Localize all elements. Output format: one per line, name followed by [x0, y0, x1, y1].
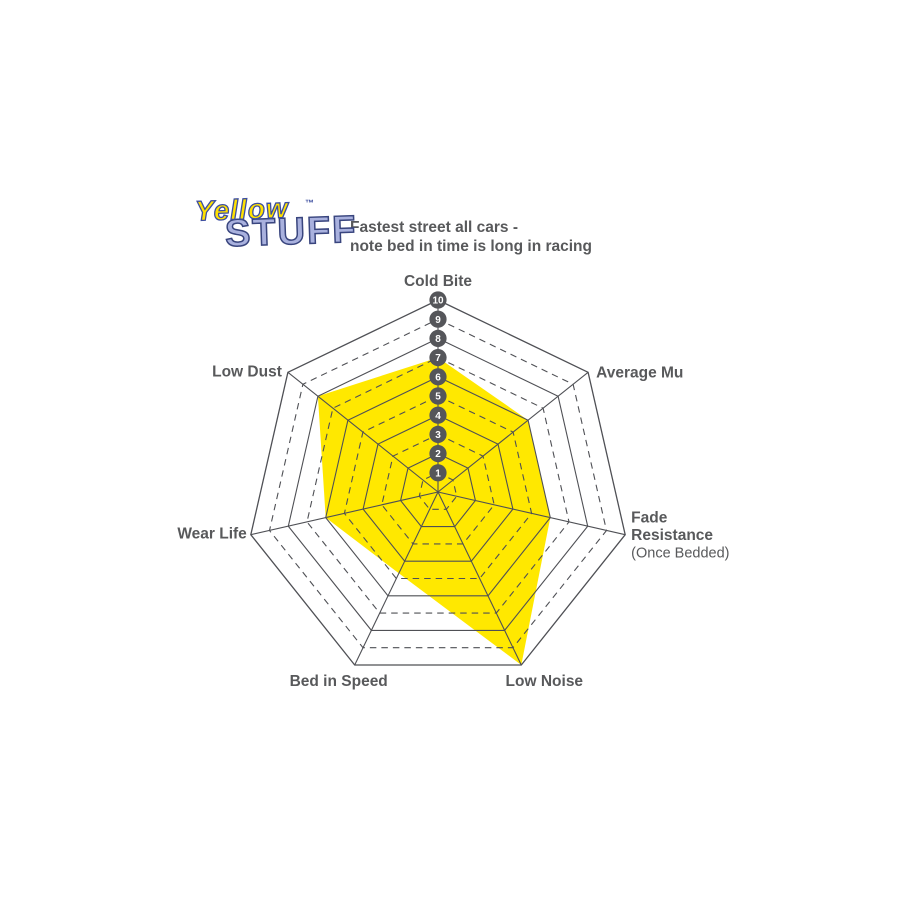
scale-node-label-3: 3 [435, 430, 441, 441]
scale-node-4 [429, 406, 447, 424]
axis-spoke-fade-resistance [437, 491, 626, 536]
chart-subtitle: Fastest street all cars - note bed in ti… [350, 219, 670, 256]
axis-label-low-noise: Low Noise [506, 673, 584, 690]
scale-node-label-9: 9 [435, 315, 441, 326]
axis-label-wear-life: Wear Life [177, 526, 247, 543]
grid-ring-4 [362, 414, 514, 562]
axis-spoke-bed-in-speed [354, 491, 439, 666]
axis-label-fade-resistance-line-1: Fade [631, 510, 668, 527]
axis-label-bed-in-speed: Bed in Speed [290, 673, 388, 690]
axis-spoke-low-noise [437, 491, 522, 666]
trademark-symbol: ™ [305, 198, 314, 208]
grid-ring-6 [325, 376, 551, 597]
axis-label-fade-resistance-line-2: Resistance [631, 527, 713, 544]
scale-node-8 [429, 329, 447, 347]
axis-label-fade-resistance-sublabel: (Once Bedded) [631, 546, 729, 562]
scale-node-label-1: 1 [435, 468, 441, 479]
series-polygon-yellowstuff [317, 357, 551, 665]
axis-spoke-average-mu [437, 371, 589, 493]
scale-node-label-4: 4 [435, 411, 441, 422]
scale-node-label-5: 5 [435, 392, 441, 403]
axis-spoke-low-dust [287, 371, 439, 493]
scale-node-3 [429, 425, 447, 443]
scale-node-label-2: 2 [435, 449, 441, 460]
grid-ring-10 [250, 299, 626, 666]
axis-label-average-mu: Average Mu [596, 364, 683, 381]
scale-node-9 [429, 310, 447, 328]
grid-ring-8 [287, 337, 589, 631]
grid-ring-3 [381, 433, 495, 545]
axis-label-low-dust: Low Dust [212, 363, 282, 380]
scale-node-10 [429, 291, 447, 309]
subtitle-line-2: note bed in time is long in racing [350, 237, 592, 255]
scale-node-label-6: 6 [435, 372, 441, 383]
subtitle-line-1: Fastest street all cars - [350, 219, 519, 236]
scale-node-7 [429, 349, 447, 367]
grid-ring-7 [306, 356, 570, 614]
yellowstuff-logo: Yellow ™ STUFF [193, 192, 359, 272]
scale-node-label-10: 10 [432, 296, 444, 307]
grid-ring-1 [418, 472, 458, 510]
logo-word-yellow: Yellow [194, 192, 290, 228]
scale-node-label-8: 8 [435, 334, 441, 345]
scale-node-label-7: 7 [435, 353, 441, 364]
axis-label-cold-bite: Cold Bite [404, 273, 472, 290]
scale-node-6 [429, 368, 447, 386]
scale-node-2 [429, 445, 447, 463]
scale-node-1 [429, 464, 447, 482]
grid-ring-2 [400, 452, 476, 528]
grid-ring-5 [343, 395, 533, 580]
scale-node-5 [429, 387, 447, 405]
grid-ring-9 [268, 318, 608, 649]
axis-spoke-wear-life [250, 491, 439, 536]
